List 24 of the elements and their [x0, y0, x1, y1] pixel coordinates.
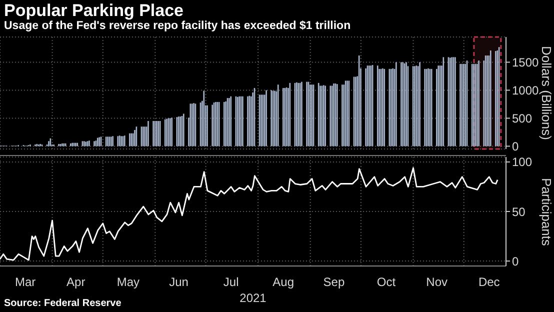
y-tick-label: 50	[512, 204, 526, 219]
x-tick-label: Apr	[66, 275, 86, 289]
x-tick-label: Mar	[14, 275, 36, 289]
y-tick-label: 1500	[512, 55, 540, 70]
y-tick-label: 0	[512, 139, 519, 154]
x-tick-label: Jun	[169, 275, 188, 289]
x-tick-label: Sep	[323, 275, 345, 289]
chart-title: Popular Parking Place	[4, 1, 184, 20]
line-series	[0, 167, 498, 261]
x-tick-label: Dec	[478, 275, 500, 289]
x-tick-label: Aug	[272, 275, 294, 289]
y-tick-label: 100	[512, 155, 532, 170]
chart-subtitle: Usage of the Fed's reverse repo facility has exceeded $1 trillion	[4, 20, 351, 32]
y-axis-title: Dollars (Billions)	[539, 45, 554, 142]
y-tick-label: 500	[512, 111, 532, 126]
y-tick-label: 0	[512, 254, 519, 268]
x-axis-title: 2021	[240, 291, 267, 305]
x-tick-label: May	[116, 275, 140, 289]
x-tick-label: Jul	[223, 275, 239, 289]
x-tick-label: Oct	[376, 275, 396, 289]
y-tick-label: 1000	[512, 83, 540, 98]
x-tick-label: Nov	[426, 275, 448, 289]
y-axis-title: Participants	[539, 176, 554, 248]
source-note: Source: Federal Reserve	[4, 298, 122, 309]
